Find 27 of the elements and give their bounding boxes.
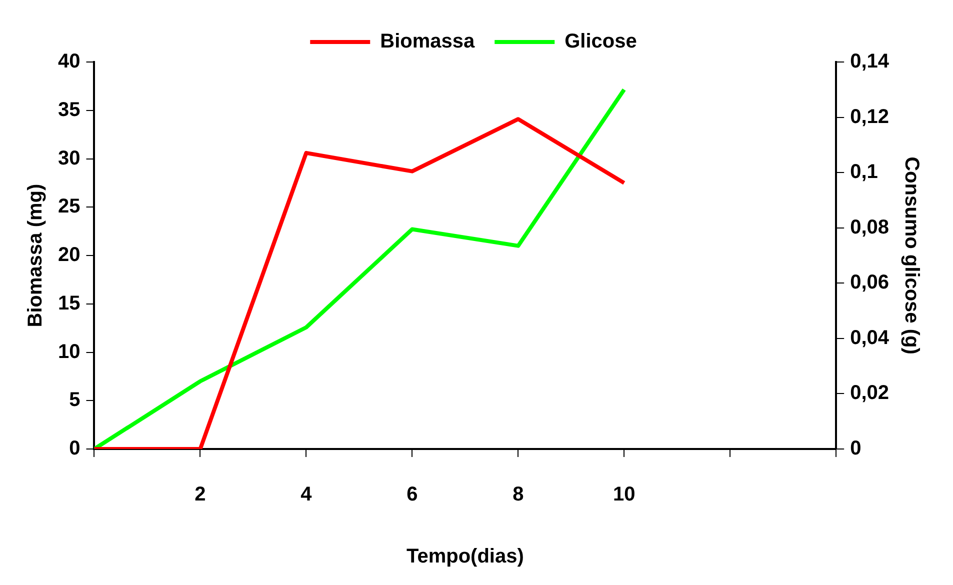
y2-tick-label: 0,12 [850, 106, 890, 128]
y2-tick-label: 0,1 [850, 161, 878, 184]
legend-label: Glicose [564, 30, 637, 53]
x-axis-title: Tempo(dias) [406, 546, 524, 568]
y2-tick-label: 0 [850, 438, 862, 460]
x-tick-label: 4 [300, 484, 313, 506]
y-axis-title: Biomassa (mg) [24, 184, 47, 328]
y-tick-label: 20 [58, 244, 80, 266]
y2-tick-label: 0,14 [850, 50, 890, 73]
x-tick-label: 8 [512, 484, 524, 506]
y-tick-label: 35 [58, 98, 80, 121]
y-tick-label: 40 [58, 50, 80, 73]
y-tick-label: 25 [58, 196, 80, 218]
y2-tick-label: 0,02 [850, 382, 890, 404]
y2-tick-label: 0,06 [850, 272, 890, 294]
y-tick-label: 5 [69, 389, 80, 412]
x-tick-label: 6 [406, 484, 418, 506]
y-tick-label: 0 [69, 438, 80, 460]
x-tick-label: 10 [613, 484, 636, 506]
legend-label: Biomassa [380, 30, 476, 53]
x-tick-label: 2 [194, 484, 206, 506]
y2-axis-title: Consumo glicose (g) [900, 156, 922, 354]
y-tick-label: 15 [58, 292, 80, 314]
y-tick-label: 10 [58, 340, 80, 363]
y2-tick-label: 0,04 [850, 326, 890, 349]
y2-tick-label: 0,08 [850, 216, 890, 238]
y-tick-label: 30 [58, 147, 80, 170]
